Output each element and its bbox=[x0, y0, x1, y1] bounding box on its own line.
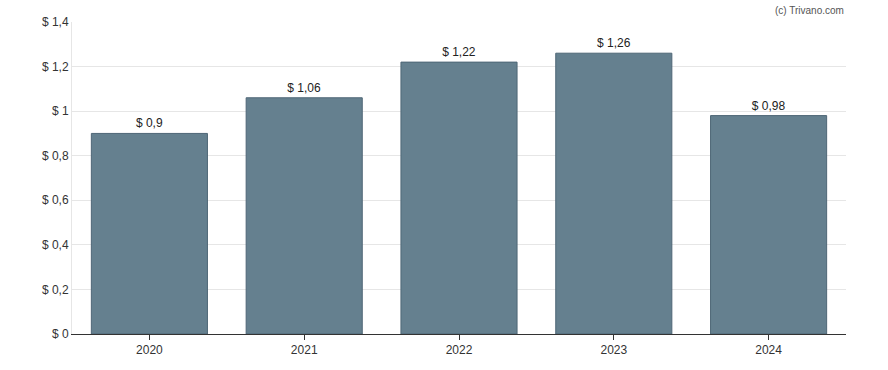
svg-text:$ 0,2: $ 0,2 bbox=[42, 283, 69, 297]
svg-text:$ 1,26: $ 1,26 bbox=[597, 36, 631, 50]
svg-text:$ 1,06: $ 1,06 bbox=[287, 81, 321, 95]
svg-text:$ 1,4: $ 1,4 bbox=[42, 15, 69, 29]
svg-text:2023: 2023 bbox=[600, 343, 627, 357]
svg-text:2024: 2024 bbox=[755, 343, 782, 357]
svg-text:$ 1: $ 1 bbox=[52, 104, 69, 118]
svg-text:$ 1,2: $ 1,2 bbox=[42, 60, 69, 74]
svg-text:$ 0,4: $ 0,4 bbox=[42, 238, 69, 252]
svg-text:$ 1,22: $ 1,22 bbox=[442, 45, 476, 59]
svg-text:$ 0,9: $ 0,9 bbox=[136, 116, 163, 130]
svg-text:2020: 2020 bbox=[136, 343, 163, 357]
svg-text:2022: 2022 bbox=[446, 343, 473, 357]
svg-text:$ 0: $ 0 bbox=[52, 327, 69, 341]
svg-text:2021: 2021 bbox=[291, 343, 318, 357]
svg-text:$ 0,8: $ 0,8 bbox=[42, 149, 69, 163]
svg-text:$ 0,98: $ 0,98 bbox=[752, 99, 786, 113]
svg-text:(c) Trivano.com: (c) Trivano.com bbox=[775, 5, 844, 16]
svg-text:$ 0,6: $ 0,6 bbox=[42, 193, 69, 207]
